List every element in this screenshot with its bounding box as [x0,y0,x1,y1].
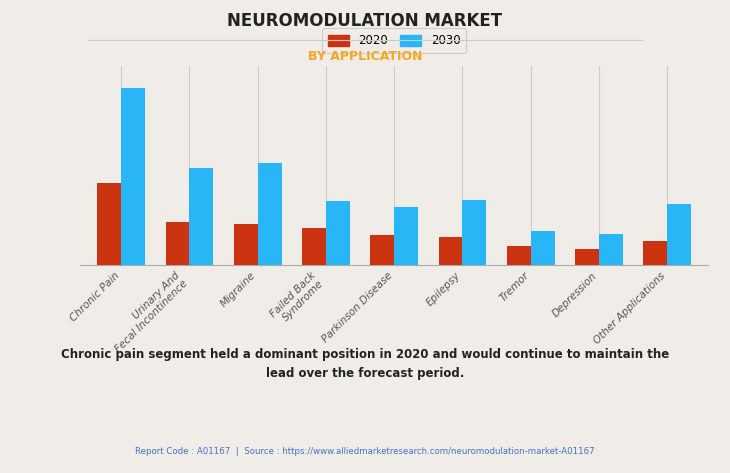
Bar [507,246,531,265]
Bar [394,207,418,265]
Bar [190,168,213,265]
Bar [575,249,599,265]
Bar [439,236,462,265]
Bar [258,163,282,265]
Bar [370,235,394,265]
Bar [462,200,486,265]
Bar [531,231,555,265]
Text: Report Code : A01167  |  Source : https://www.alliedmarketresearch.com/neuromodu: Report Code : A01167 | Source : https://… [135,447,595,456]
Bar [97,183,121,265]
Bar [599,234,623,265]
Text: Chronic pain segment held a dominant position in 2020 and would continue to main: Chronic pain segment held a dominant pos… [61,348,669,360]
Bar [643,241,667,265]
Legend: 2020, 2030: 2020, 2030 [322,28,466,53]
Bar [302,228,326,265]
Bar [234,224,258,265]
Bar [326,201,350,265]
Bar [166,222,190,265]
Bar [121,88,145,265]
Text: BY APPLICATION: BY APPLICATION [308,50,422,62]
Bar [667,204,691,265]
Text: lead over the forecast period.: lead over the forecast period. [266,367,464,379]
Text: NEUROMODULATION MARKET: NEUROMODULATION MARKET [228,12,502,30]
